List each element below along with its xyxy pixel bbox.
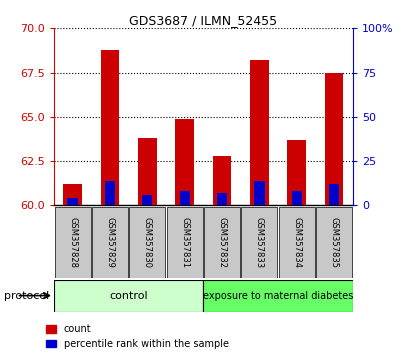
Bar [138, 138, 157, 205]
Bar [287, 140, 306, 205]
Text: GSM357829: GSM357829 [105, 217, 115, 268]
Bar [325, 73, 344, 205]
Bar [292, 191, 302, 205]
Bar [213, 156, 232, 205]
Bar [329, 184, 339, 205]
Bar [254, 181, 264, 205]
Text: GSM357834: GSM357834 [292, 217, 301, 268]
Text: GSM357832: GSM357832 [217, 217, 227, 268]
Text: GSM357831: GSM357831 [180, 217, 189, 268]
Text: GSM357828: GSM357828 [68, 217, 77, 268]
Bar [217, 193, 227, 205]
Bar [203, 280, 353, 312]
Bar [167, 207, 203, 278]
Bar [55, 207, 90, 278]
Bar [63, 184, 82, 205]
Bar [54, 280, 203, 312]
Text: GSM357835: GSM357835 [330, 217, 339, 268]
Bar [180, 191, 190, 205]
Bar [242, 207, 277, 278]
Legend: count, percentile rank within the sample: count, percentile rank within the sample [46, 324, 229, 349]
Text: GSM357833: GSM357833 [255, 217, 264, 268]
Bar [101, 50, 120, 205]
Text: protocol: protocol [4, 291, 49, 301]
Bar [176, 119, 194, 205]
Bar [105, 181, 115, 205]
Title: GDS3687 / ILMN_52455: GDS3687 / ILMN_52455 [129, 14, 277, 27]
Bar [204, 207, 240, 278]
Bar [92, 207, 128, 278]
Bar [279, 207, 315, 278]
Bar [129, 207, 165, 278]
Bar [250, 60, 269, 205]
Bar [68, 198, 78, 205]
Text: control: control [109, 291, 148, 301]
Text: GSM357830: GSM357830 [143, 217, 152, 268]
Text: exposure to maternal diabetes: exposure to maternal diabetes [203, 291, 353, 301]
Bar [142, 195, 152, 205]
Bar [316, 207, 352, 278]
